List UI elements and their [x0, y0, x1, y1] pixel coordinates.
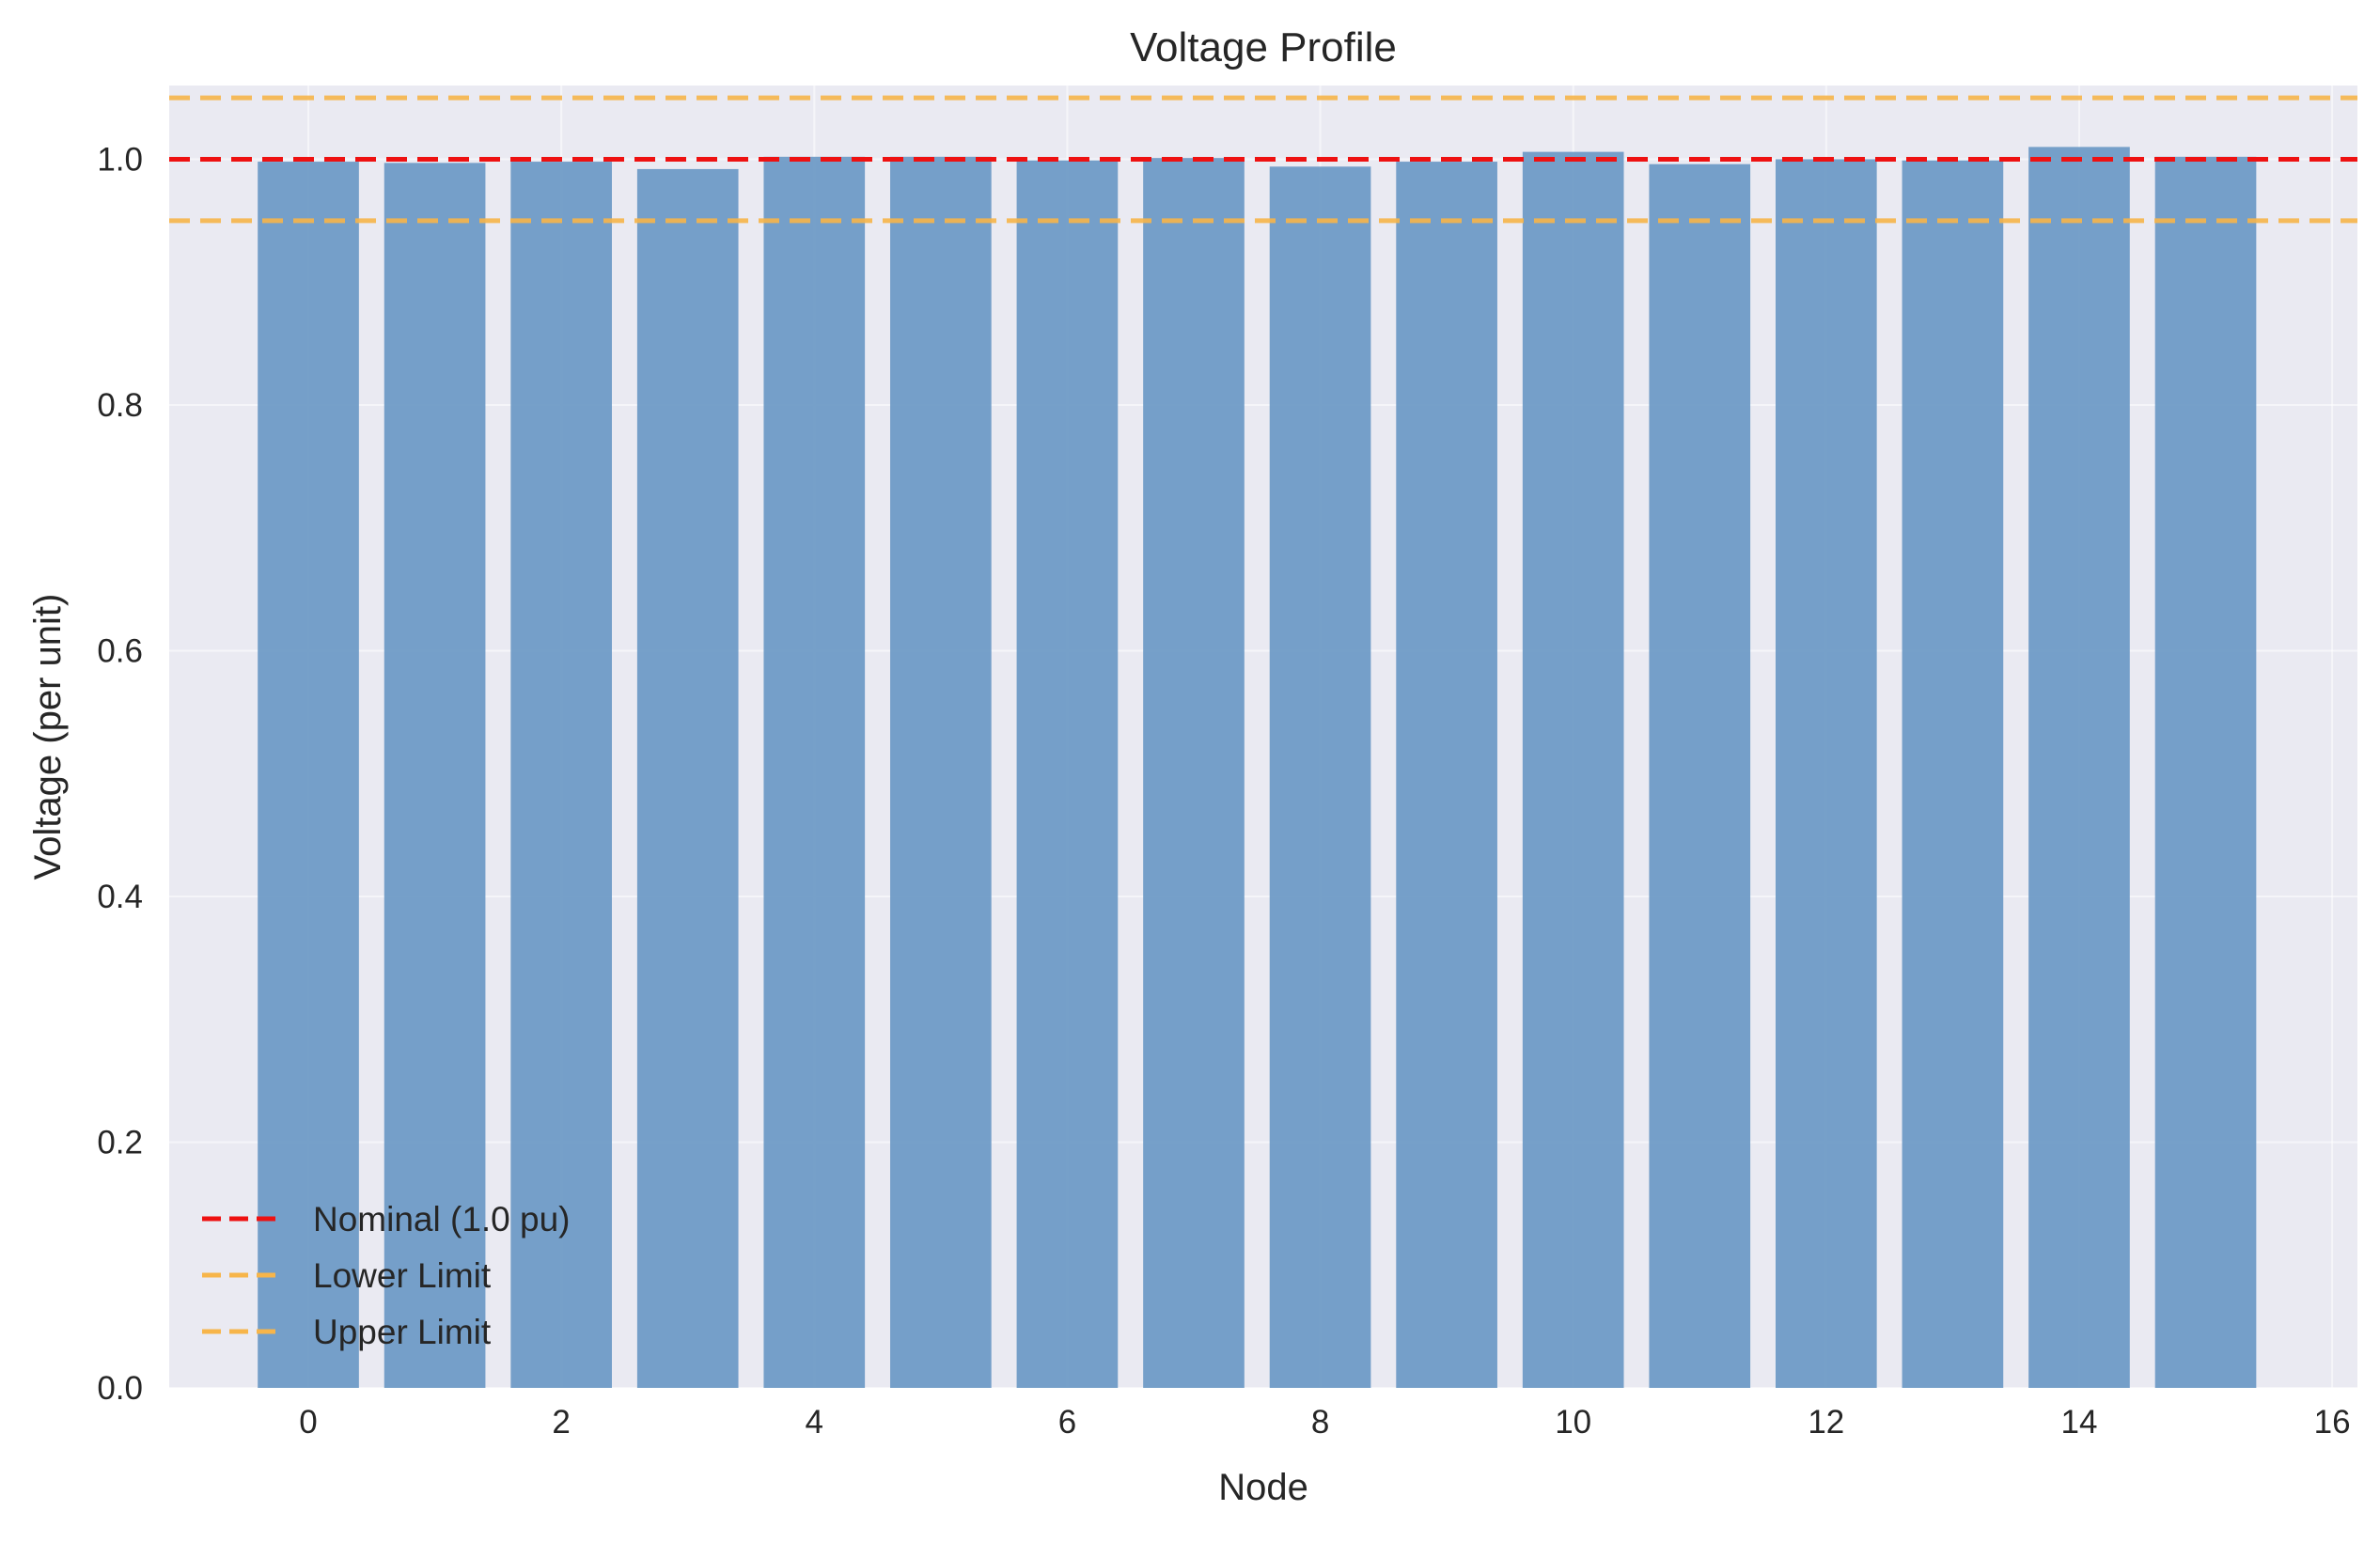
x-tick-labels: 0 2 4 6 8 10 12 14 16 [299, 1404, 2350, 1441]
bar [1775, 159, 1877, 1388]
x-axis-label: Node [1218, 1467, 1308, 1508]
y-tick-label: 1.0 [97, 141, 143, 178]
bars [258, 147, 2257, 1389]
bar [1396, 162, 1497, 1389]
legend-label-lower-limit: Lower Limit [313, 1256, 492, 1295]
x-tick-label: 4 [806, 1404, 823, 1441]
x-tick-label: 12 [1808, 1404, 1844, 1441]
chart-title: Voltage Profile [1130, 24, 1397, 70]
x-tick-label: 16 [2314, 1404, 2351, 1441]
x-tick-label: 6 [1058, 1404, 1076, 1441]
y-tick-label: 0.4 [97, 879, 143, 915]
bar [1522, 151, 1624, 1388]
legend-label-nominal: Nominal (1.0 pu) [313, 1200, 571, 1238]
bar [1269, 166, 1371, 1389]
x-tick-label: 14 [2060, 1404, 2097, 1441]
bar [1143, 158, 1245, 1389]
bar [763, 156, 866, 1388]
y-tick-labels: 0.0 0.2 0.4 0.6 0.8 1.0 [97, 141, 143, 1407]
bar [636, 168, 739, 1388]
x-tick-label: 8 [1311, 1404, 1329, 1441]
bar [1649, 164, 1751, 1389]
bar [2028, 147, 2130, 1389]
bar [1016, 160, 1119, 1388]
bar [2154, 156, 2257, 1388]
x-tick-label: 10 [1555, 1404, 1591, 1441]
y-axis-label: Voltage (per unit) [27, 594, 69, 880]
bar [384, 163, 486, 1388]
x-tick-label: 2 [552, 1404, 570, 1441]
bar [510, 162, 612, 1389]
bar [258, 162, 359, 1389]
y-tick-label: 0.6 [97, 632, 143, 669]
bar [1902, 160, 2004, 1388]
x-tick-label: 0 [299, 1404, 317, 1441]
bar [890, 156, 992, 1388]
y-tick-label: 0.8 [97, 387, 143, 424]
y-tick-label: 0.2 [97, 1124, 143, 1160]
legend: Nominal (1.0 pu) Lower Limit Upper Limit [202, 1200, 571, 1351]
y-tick-label: 0.0 [97, 1370, 143, 1407]
reference-lines [169, 95, 2357, 224]
legend-label-upper-limit: Upper Limit [313, 1313, 492, 1351]
